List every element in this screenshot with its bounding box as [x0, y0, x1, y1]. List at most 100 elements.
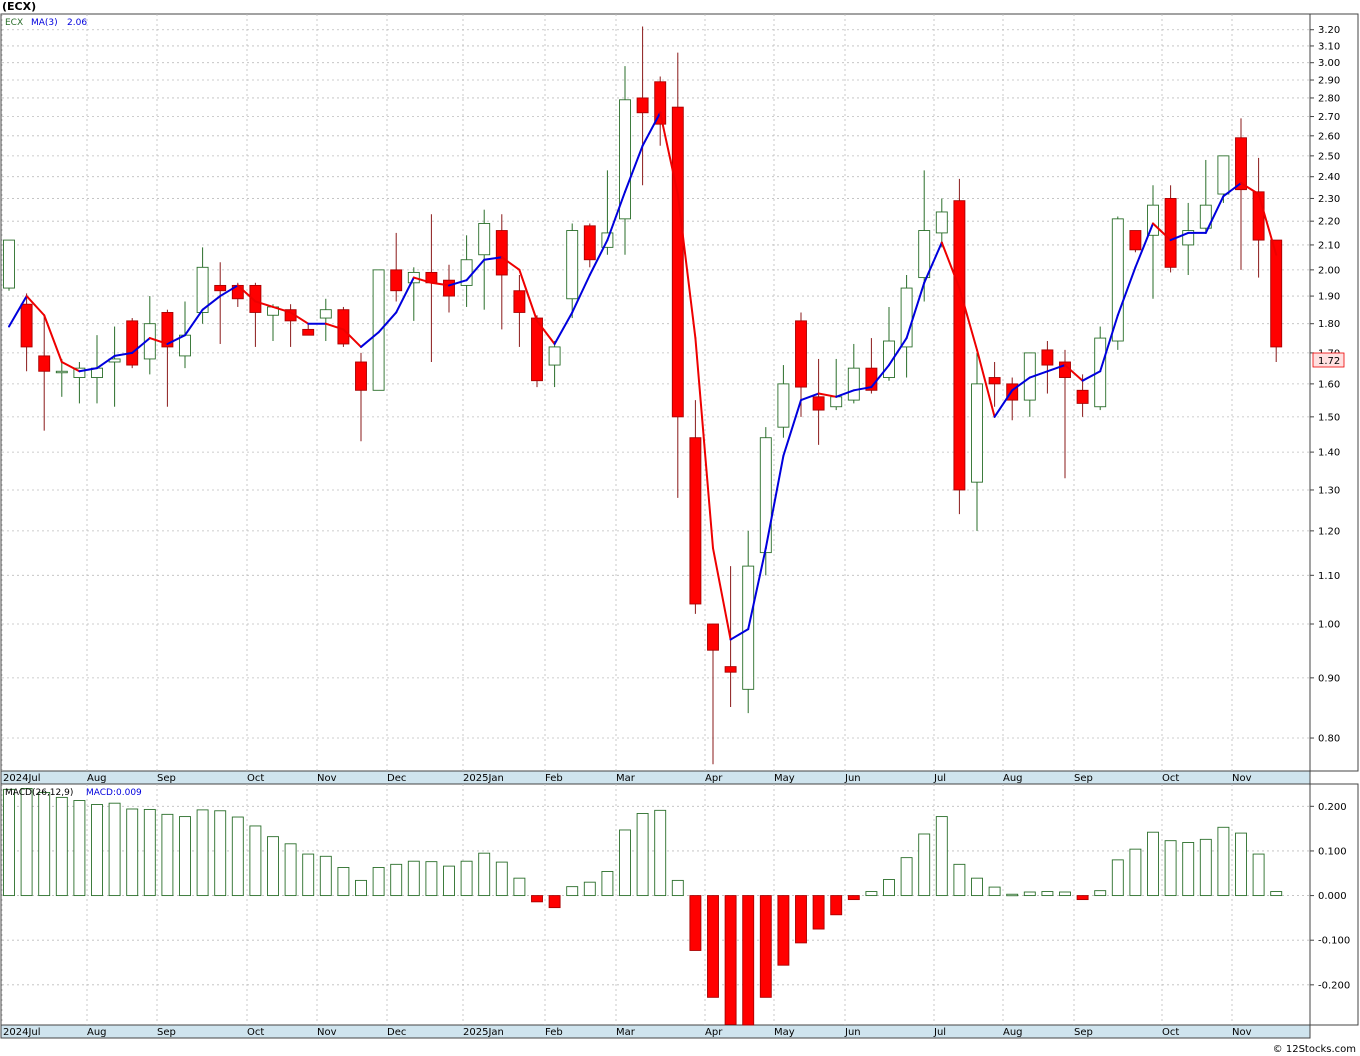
macd-month-label: Aug: [87, 1027, 107, 1038]
candle-body-up: [372, 269, 385, 391]
ma3-segment: [747, 547, 767, 631]
macd-month-label: 2024Jul: [3, 1027, 41, 1038]
ma3-segment: [1011, 376, 1031, 392]
candle-body-down: [953, 200, 966, 491]
macd-bar-positive: [918, 833, 931, 897]
macd-bar-negative: [531, 895, 543, 903]
legend-ma-value: 2.06: [67, 18, 87, 28]
ma3-segment: [201, 295, 222, 311]
candle-body-down: [636, 97, 649, 114]
macd-bar-positive: [108, 802, 121, 897]
candle-body-up: [935, 211, 948, 234]
macd-bar-positive: [1217, 826, 1230, 897]
ma3-segment: [342, 328, 362, 348]
ma3-segment: [588, 239, 609, 276]
macd-month-label: Sep: [157, 1027, 176, 1038]
macd-bar-positive: [1006, 893, 1019, 897]
ma3-segment: [1257, 193, 1278, 256]
macd-date-axis-band: [0, 1024, 1311, 1039]
macd-bar-positive: [883, 879, 895, 897]
macd-params-label: MACD(26,12,9): [5, 788, 73, 798]
macd-bar-positive: [1023, 891, 1036, 897]
candle-body-up: [1199, 204, 1212, 229]
price-month-label: Sep: [1074, 773, 1093, 784]
candle-body-up: [319, 309, 332, 319]
price-tick-label: 2.20: [1318, 217, 1340, 228]
macd-bar-positive: [1252, 853, 1265, 897]
ma3-segment: [1134, 222, 1154, 269]
price-tick-label: 0.80: [1318, 734, 1340, 745]
macd-bar-positive: [460, 860, 473, 897]
ma3-segment: [500, 256, 521, 271]
macd-month-label: 2025Jan: [463, 1027, 504, 1038]
macd-tick-label: -0.200: [1318, 980, 1350, 991]
ma3-segment: [553, 311, 574, 345]
ma3-segment: [236, 284, 257, 303]
ma3-segment: [1204, 195, 1225, 234]
candle-body-up: [1182, 230, 1195, 246]
macd-bar-negative: [724, 895, 737, 1026]
macd-bar-positive: [495, 861, 508, 897]
price-tick-label: 3.20: [1318, 25, 1340, 36]
ma3-segment: [448, 279, 468, 287]
price-tick-label: 2.80: [1318, 93, 1340, 104]
macd-bar-positive: [513, 877, 526, 897]
candle-body-up: [1111, 218, 1124, 342]
ma3-segment: [131, 337, 151, 354]
ma3-segment: [712, 547, 732, 641]
macd-month-label: Dec: [387, 1027, 406, 1038]
macd-bar-negative: [548, 895, 561, 909]
macd-bar-positive: [953, 863, 966, 897]
macd-bar-positive: [478, 852, 491, 897]
price-tick-label: 1.80: [1318, 319, 1340, 330]
macd-month-label: Oct: [247, 1027, 264, 1038]
ma3-segment: [60, 360, 81, 373]
ma3-segment: [976, 348, 996, 418]
ma3-segment: [430, 281, 450, 287]
price-tick-label: 2.90: [1318, 76, 1340, 87]
macd-bar-positive: [1164, 840, 1177, 897]
ma3-segment: [817, 392, 838, 398]
candle-body-up: [179, 334, 191, 357]
candle-body-down: [249, 284, 262, 313]
macd-month-label: Apr: [705, 1027, 723, 1038]
price-tick-label: 2.10: [1318, 240, 1340, 251]
ma3-segment: [148, 337, 169, 345]
price-month-label: Jul: [933, 773, 946, 784]
ma3-segment: [905, 281, 926, 340]
candle-body-down: [1129, 230, 1142, 251]
macd-tick-label: 0.200: [1318, 802, 1347, 813]
legend-symbol: ECX: [5, 18, 23, 28]
macd-bar-positive: [337, 867, 350, 897]
macd-bar-positive: [1182, 842, 1195, 897]
macd-bar-positive: [302, 853, 315, 897]
macd-bar-positive: [161, 813, 174, 897]
price-month-label: Aug: [87, 773, 107, 784]
macd-bar-positive: [143, 808, 156, 897]
candle-body-down: [1164, 198, 1177, 268]
macd-bar-positive: [1111, 859, 1124, 897]
price-tick-label: 3.10: [1318, 41, 1340, 52]
price-month-label: 2024Jul: [3, 773, 41, 784]
macd-bar-positive: [249, 825, 262, 897]
macd-bar-negative: [830, 895, 843, 916]
macd-bar-positive: [196, 809, 209, 897]
candle-body-down: [495, 230, 508, 276]
watermark: © 12Stocks.com: [1273, 1044, 1356, 1055]
candle-body-down: [1252, 191, 1265, 241]
price-tick-label: 0.90: [1318, 673, 1340, 684]
candle-body-down: [126, 320, 139, 366]
macd-bar-negative: [742, 895, 755, 1026]
ma3-segment: [659, 111, 679, 196]
candle-body-down: [707, 623, 719, 651]
macd-bar-positive: [179, 816, 191, 897]
price-tick-label: 2.00: [1318, 265, 1340, 276]
candle-body-up: [1217, 155, 1230, 195]
ma3-segment: [676, 193, 697, 340]
candle-body-up: [478, 223, 491, 256]
price-month-label: Feb: [545, 773, 563, 784]
candle-body-up: [830, 396, 843, 408]
candle-body-down: [390, 269, 403, 292]
candle-body-down: [1076, 389, 1089, 404]
